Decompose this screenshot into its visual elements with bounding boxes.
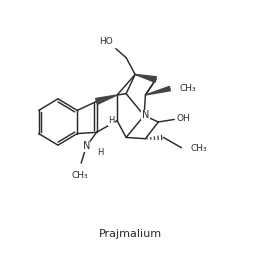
Text: CH₃: CH₃ <box>72 171 88 180</box>
Polygon shape <box>135 74 157 82</box>
Text: CH₃: CH₃ <box>180 84 196 93</box>
Text: CH₃: CH₃ <box>190 144 207 153</box>
Text: N: N <box>142 110 149 120</box>
Text: N: N <box>83 141 90 151</box>
Text: HO: HO <box>99 37 113 46</box>
Text: H: H <box>108 116 115 125</box>
Text: Prajmalium: Prajmalium <box>99 229 161 239</box>
Text: OH: OH <box>177 115 191 123</box>
Text: H: H <box>97 148 103 157</box>
Polygon shape <box>96 95 117 104</box>
Polygon shape <box>145 87 170 95</box>
